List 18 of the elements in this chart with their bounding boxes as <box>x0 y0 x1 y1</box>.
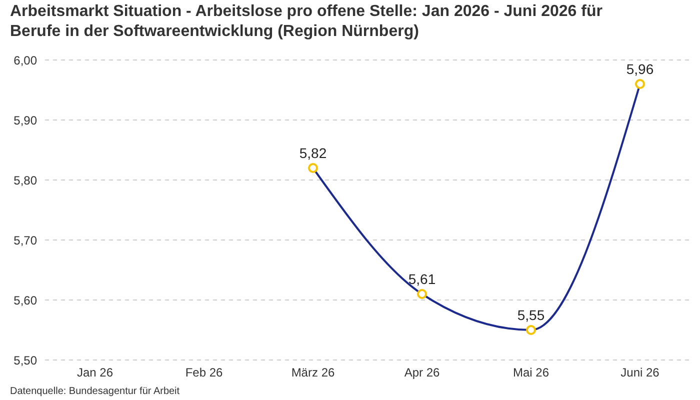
y-tick-label: 5,60 <box>14 293 38 308</box>
y-tick-label: 6,00 <box>14 53 38 68</box>
x-tick-label: März 26 <box>291 366 335 380</box>
x-tick-label: Apr 26 <box>404 366 440 380</box>
y-tick-label: 5,50 <box>14 353 38 368</box>
text: Datenquelle: Bundesagentur für Arbeit <box>10 386 180 397</box>
chart-title: Arbeitsmarkt Situation - Arbeitslose pro offene Stelle: Jan 2026 - Juni 2026 für Berufe in der Softwareentwicklung (Region Nürnberg) <box>10 2 604 42</box>
x-tick-label: Mai 26 <box>512 366 550 380</box>
x-tick-label: Jan 26 <box>76 366 114 380</box>
data-label: 5,55 <box>517 307 545 323</box>
y-tick-label: 5,90 <box>14 113 38 128</box>
y-tick-label: 5,80 <box>14 173 38 188</box>
x-tick-label: Juni 26 <box>620 366 660 380</box>
y-tick-label: 5,70 <box>14 233 38 248</box>
data-label: 5,82 <box>299 145 327 161</box>
data-label: 5,61 <box>408 271 436 287</box>
data-label: 5,96 <box>626 61 654 77</box>
x-tick-label: Feb 26 <box>185 366 224 380</box>
